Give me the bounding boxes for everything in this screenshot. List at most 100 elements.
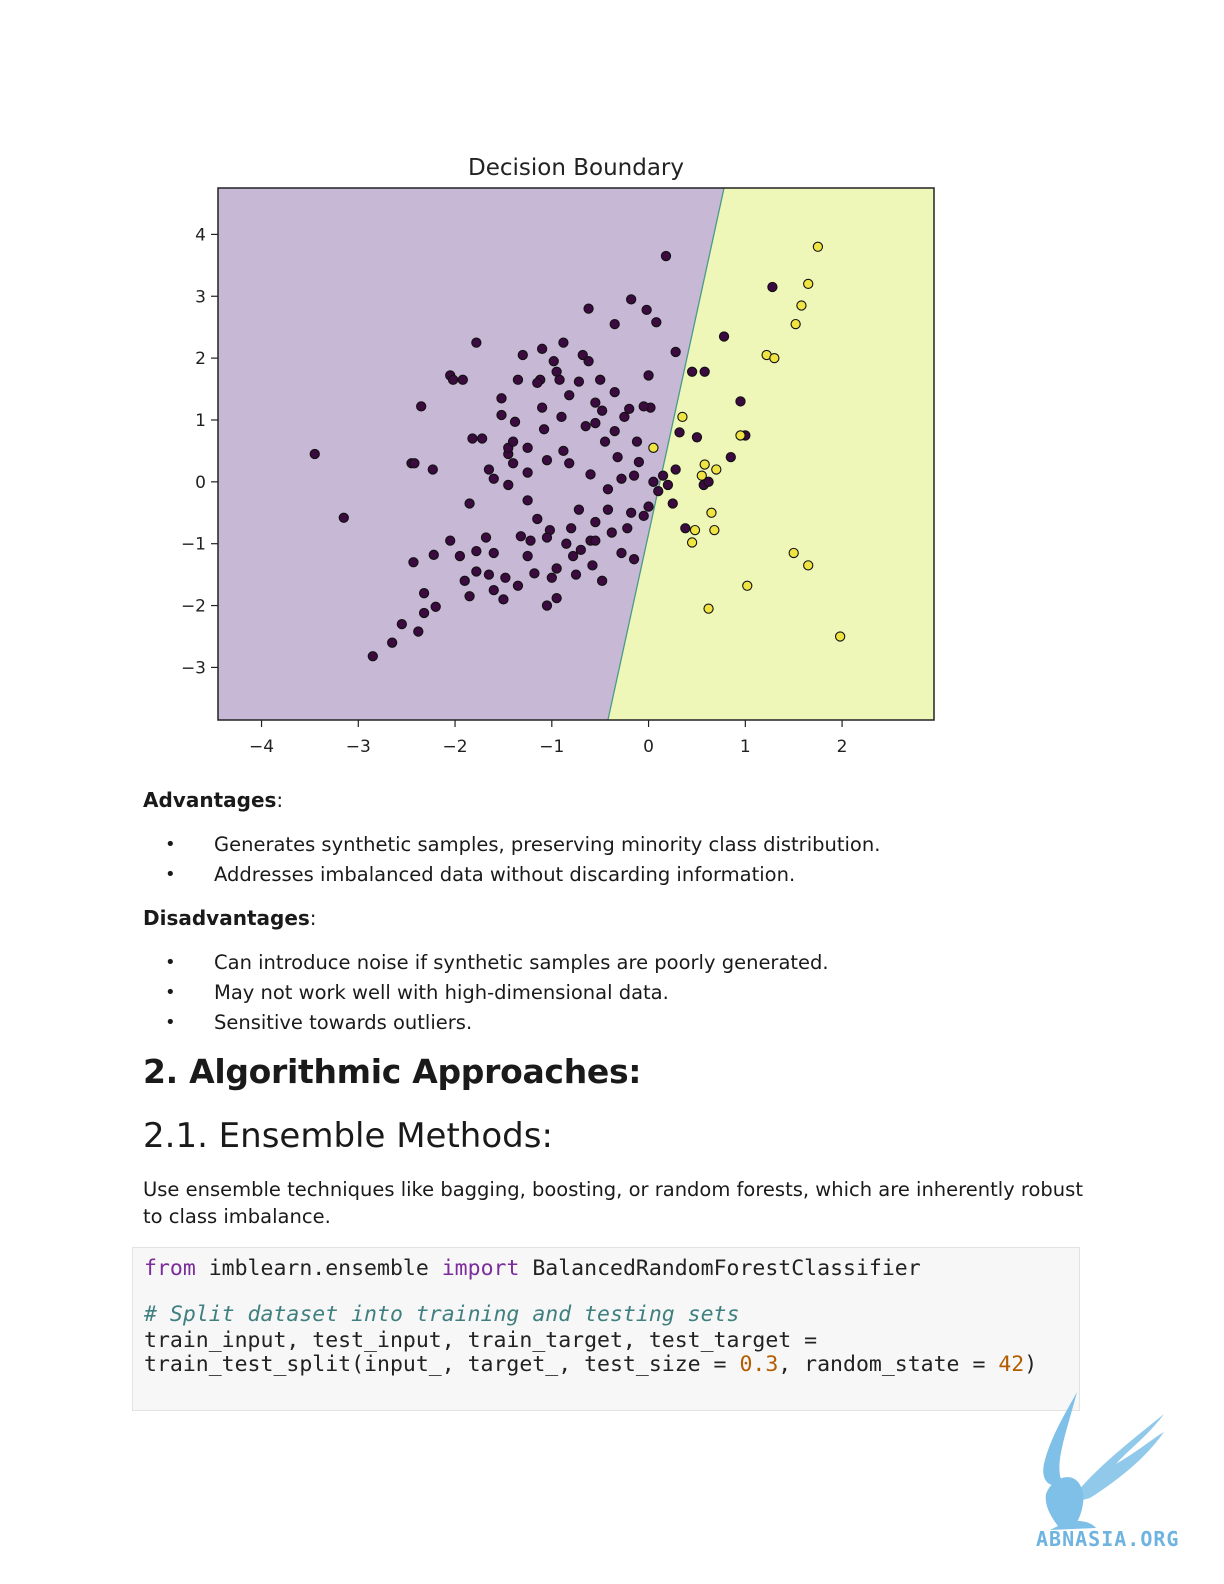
code-keyword: from bbox=[144, 1256, 196, 1281]
point-class-0 bbox=[580, 421, 591, 432]
point-class-0 bbox=[596, 575, 608, 586]
point-class-0 bbox=[367, 651, 378, 662]
code-text: BalancedRandomForestClassifier bbox=[519, 1256, 921, 1281]
point-class-0 bbox=[558, 337, 569, 348]
point-class-0 bbox=[767, 281, 778, 293]
point-class-0 bbox=[522, 495, 533, 506]
plot-frame bbox=[217, 187, 935, 721]
point-class-0 bbox=[471, 566, 482, 577]
x-tick-label: −4 bbox=[249, 737, 274, 757]
point-class-0 bbox=[498, 594, 509, 605]
list-item: Addresses imbalanced data without discar… bbox=[165, 860, 880, 890]
chart-title: Decision Boundary bbox=[468, 155, 684, 181]
point-class-0 bbox=[619, 411, 630, 423]
point-class-0 bbox=[564, 458, 575, 469]
point-class-1 bbox=[648, 442, 659, 453]
point-class-0 bbox=[522, 550, 533, 562]
point-class-0 bbox=[522, 442, 533, 453]
code-text: train_test_split(input_, target_, test_s… bbox=[144, 1352, 740, 1377]
point-class-0 bbox=[387, 637, 398, 648]
point-class-0 bbox=[616, 547, 627, 559]
point-class-1 bbox=[706, 507, 717, 518]
point-class-0 bbox=[566, 523, 577, 534]
point-class-0 bbox=[532, 513, 543, 525]
advantages-label: Advantages: bbox=[143, 788, 284, 812]
list-item: Sensitive towards outliers. bbox=[165, 1008, 829, 1038]
point-class-1 bbox=[689, 524, 701, 536]
point-class-0 bbox=[624, 403, 635, 414]
point-class-1 bbox=[735, 430, 746, 441]
x-tick-label: −1 bbox=[539, 737, 564, 757]
point-class-0 bbox=[686, 366, 698, 377]
disadvantages-list: Can introduce noise if synthetic samples… bbox=[165, 948, 829, 1038]
region-right bbox=[607, 188, 934, 720]
point-class-0 bbox=[418, 607, 430, 619]
point-class-0 bbox=[471, 545, 482, 557]
point-class-0 bbox=[538, 424, 550, 435]
point-class-1 bbox=[788, 547, 799, 559]
point-class-0 bbox=[428, 549, 439, 560]
body-paragraph: Use ensemble techniques like bagging, bo… bbox=[143, 1178, 1083, 1228]
point-class-0 bbox=[585, 469, 596, 480]
point-class-0 bbox=[509, 416, 521, 427]
point-class-0 bbox=[626, 294, 637, 305]
point-class-1 bbox=[742, 580, 753, 591]
point-class-0 bbox=[309, 448, 320, 460]
code-text: imblearn.ensemble bbox=[195, 1256, 442, 1281]
point-class-0 bbox=[590, 535, 601, 546]
point-class-0 bbox=[622, 523, 633, 534]
point-class-0 bbox=[609, 386, 620, 398]
code-comment: # Split dataset into training and testin… bbox=[144, 1302, 740, 1327]
point-class-0 bbox=[413, 626, 424, 637]
point-class-0 bbox=[590, 417, 601, 429]
griffin-icon bbox=[1043, 1392, 1164, 1530]
point-class-0 bbox=[488, 584, 499, 596]
advantages-list: Generates synthetic samples, preserving … bbox=[165, 830, 880, 890]
point-class-0 bbox=[483, 464, 495, 475]
point-class-0 bbox=[427, 464, 438, 475]
point-class-0 bbox=[602, 504, 614, 515]
x-tick-label: 1 bbox=[740, 737, 751, 757]
point-class-1 bbox=[834, 631, 846, 642]
y-tick-label: −2 bbox=[181, 597, 206, 617]
point-class-0 bbox=[564, 390, 575, 401]
region-left bbox=[218, 188, 725, 720]
point-class-0 bbox=[480, 532, 492, 543]
code-line-assign: train_input, test_input, train_target, t… bbox=[144, 1328, 818, 1353]
point-class-0 bbox=[680, 523, 691, 534]
point-class-0 bbox=[718, 331, 730, 342]
point-class-0 bbox=[703, 476, 714, 487]
point-class-0 bbox=[496, 409, 507, 421]
point-class-1 bbox=[699, 459, 710, 470]
point-class-0 bbox=[464, 591, 475, 602]
point-class-1 bbox=[711, 464, 722, 475]
point-class-1 bbox=[812, 241, 824, 252]
point-class-1 bbox=[709, 524, 720, 536]
point-class-0 bbox=[638, 401, 649, 412]
point-class-0 bbox=[573, 504, 585, 515]
point-class-0 bbox=[602, 484, 614, 495]
section-heading: 2. Algorithmic Approaches: bbox=[143, 1052, 642, 1091]
point-class-0 bbox=[551, 366, 562, 377]
point-class-0 bbox=[541, 455, 553, 466]
point-class-0 bbox=[445, 535, 456, 546]
point-class-1 bbox=[686, 537, 698, 548]
point-class-0 bbox=[459, 575, 470, 586]
point-class-0 bbox=[626, 507, 637, 518]
point-class-0 bbox=[725, 451, 736, 463]
point-class-0 bbox=[587, 560, 598, 571]
point-class-0 bbox=[643, 370, 654, 381]
point-class-0 bbox=[556, 411, 567, 423]
point-class-0 bbox=[558, 445, 569, 457]
x-tick-label: −2 bbox=[443, 737, 468, 757]
point-class-0 bbox=[503, 479, 514, 491]
code-text: ) bbox=[1024, 1352, 1038, 1377]
point-class-0 bbox=[657, 470, 669, 481]
point-class-0 bbox=[595, 374, 606, 385]
point-class-0 bbox=[551, 592, 562, 604]
point-class-0 bbox=[735, 396, 746, 407]
y-tick-label: 4 bbox=[195, 225, 206, 245]
y-tick-label: 1 bbox=[195, 411, 206, 431]
point-class-0 bbox=[633, 456, 645, 468]
point-class-0 bbox=[577, 349, 588, 361]
